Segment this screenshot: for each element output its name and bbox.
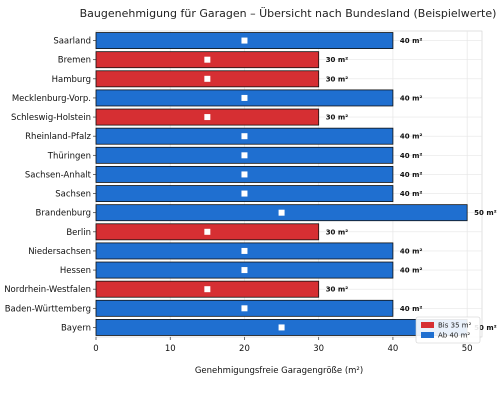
category-label: Nordrhein-Westfalen [4,285,91,295]
category-label: Berlin [66,228,91,238]
value-label: 40 m² [400,267,423,275]
legend-swatch [421,332,434,338]
bar-marker [241,171,248,178]
category-label: Bayern [61,323,91,333]
value-label: 40 m² [400,190,423,198]
category-label: Thüringen [47,151,91,161]
bar-marker [241,37,248,44]
value-label: 40 m² [400,247,423,255]
legend: Bis 35 m² Ab 40 m² [415,316,481,344]
category-label: Brandenburg [36,209,91,219]
x-tick-label: 10 [165,344,176,354]
value-label: 30 m² [326,114,349,122]
value-label: 40 m² [400,94,423,102]
value-label: 30 m² [326,75,349,83]
bar-marker [241,190,248,197]
value-label: 40 m² [400,171,423,179]
legend-swatch [421,322,434,328]
x-axis: 0 10 20 30 40 50 [93,337,473,354]
category-label: Hamburg [52,75,91,85]
bar-marker [278,324,285,331]
bar-marker [204,114,211,121]
x-tick-label: 30 [313,344,324,354]
bar-marker [241,94,248,101]
x-tick-label: 50 [462,344,473,354]
bar-marker [241,133,248,140]
category-label: Bremen [58,56,91,66]
value-label: 50 m² [474,324,497,332]
chart-title: Baugenehmigung für Garagen – Übersicht n… [80,7,497,20]
value-label: 30 m² [326,228,349,236]
value-label: 40 m² [400,37,423,45]
bar-marker [241,247,248,254]
bar-marker [278,209,285,216]
category-label: Rheinland-Pfalz [25,132,91,142]
value-label: 40 m² [400,133,423,141]
value-label: 40 m² [400,152,423,160]
category-label: Sachsen-Anhalt [25,170,92,180]
category-label: Schleswig-Holstein [11,113,91,123]
category-label: Baden-Württemberg [5,304,91,314]
bar-marker [204,286,211,293]
bar-marker [241,152,248,159]
x-axis-label: Genehmigungsfreie Garagengröße (m²) [195,366,363,376]
x-tick-label: 20 [239,344,250,354]
category-label: Saarland [53,37,91,47]
category-labels: Saarland Bremen Hamburg Mecklenburg-Vorp. Sc… [4,37,96,333]
category-label: Hessen [60,266,91,276]
bar-marker [204,56,211,63]
value-label: 30 m² [326,56,349,64]
bar-marker [204,75,211,82]
legend-label: Bis 35 m² [438,322,472,330]
bar-marker [241,267,248,274]
bar-marker [204,228,211,235]
value-label: 50 m² [474,209,497,217]
bars: 40 m² 30 m² 30 m² 40 m² 30 m² 40 m² 40 m² 40 m²… [95,32,497,336]
category-label: Mecklenburg-Vorp. [12,94,91,104]
value-label: 30 m² [326,286,349,294]
bar-marker [241,305,248,312]
category-label: Sachsen [55,190,91,200]
legend-label: Ab 40 m² [438,332,470,340]
x-tick-label: 40 [388,344,399,354]
x-tick-label: 0 [93,344,98,354]
category-label: Niedersachsen [28,247,91,257]
value-label: 40 m² [400,305,423,313]
